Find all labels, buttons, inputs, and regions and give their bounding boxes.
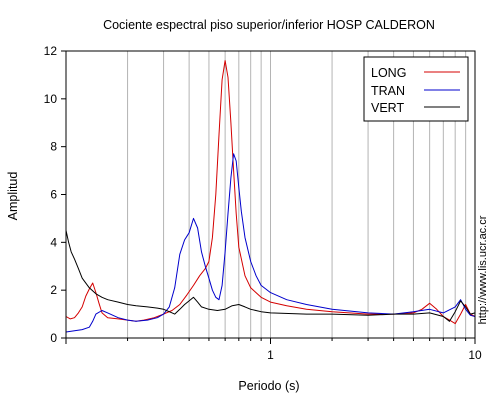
axes: 0 2 4 6 8 10 12 1 10 [44, 44, 482, 362]
series-line-long [65, 60, 476, 325]
y-tick-label-2: 2 [50, 283, 57, 297]
legend: LONG TRAN VERT [363, 56, 469, 122]
y-axis-label: Amplitud [6, 172, 20, 221]
series-lines [65, 60, 476, 333]
legend-label-long: LONG [371, 66, 406, 80]
series-line-tran [65, 153, 476, 333]
y-tick-label-8: 8 [50, 140, 57, 154]
source-watermark: http://www.lis.ucr.ac.cr [477, 215, 489, 324]
series-line-vert [65, 230, 476, 322]
chart-title: Cociente espectral piso superior/inferio… [103, 18, 435, 32]
x-axis-label: Periodo (s) [238, 379, 299, 393]
y-tick-label-0: 0 [50, 331, 57, 345]
x-tick-label-1: 1 [267, 348, 274, 362]
legend-label-tran: TRAN [371, 84, 405, 98]
legend-label-vert: VERT [371, 101, 404, 115]
legend-box [363, 56, 469, 122]
y-tick-label-12: 12 [44, 44, 58, 58]
x-tick-label-10: 10 [468, 348, 482, 362]
y-tick-label-6: 6 [50, 188, 57, 202]
y-tick-label-10: 10 [44, 92, 58, 106]
y-tick-label-4: 4 [50, 235, 57, 249]
